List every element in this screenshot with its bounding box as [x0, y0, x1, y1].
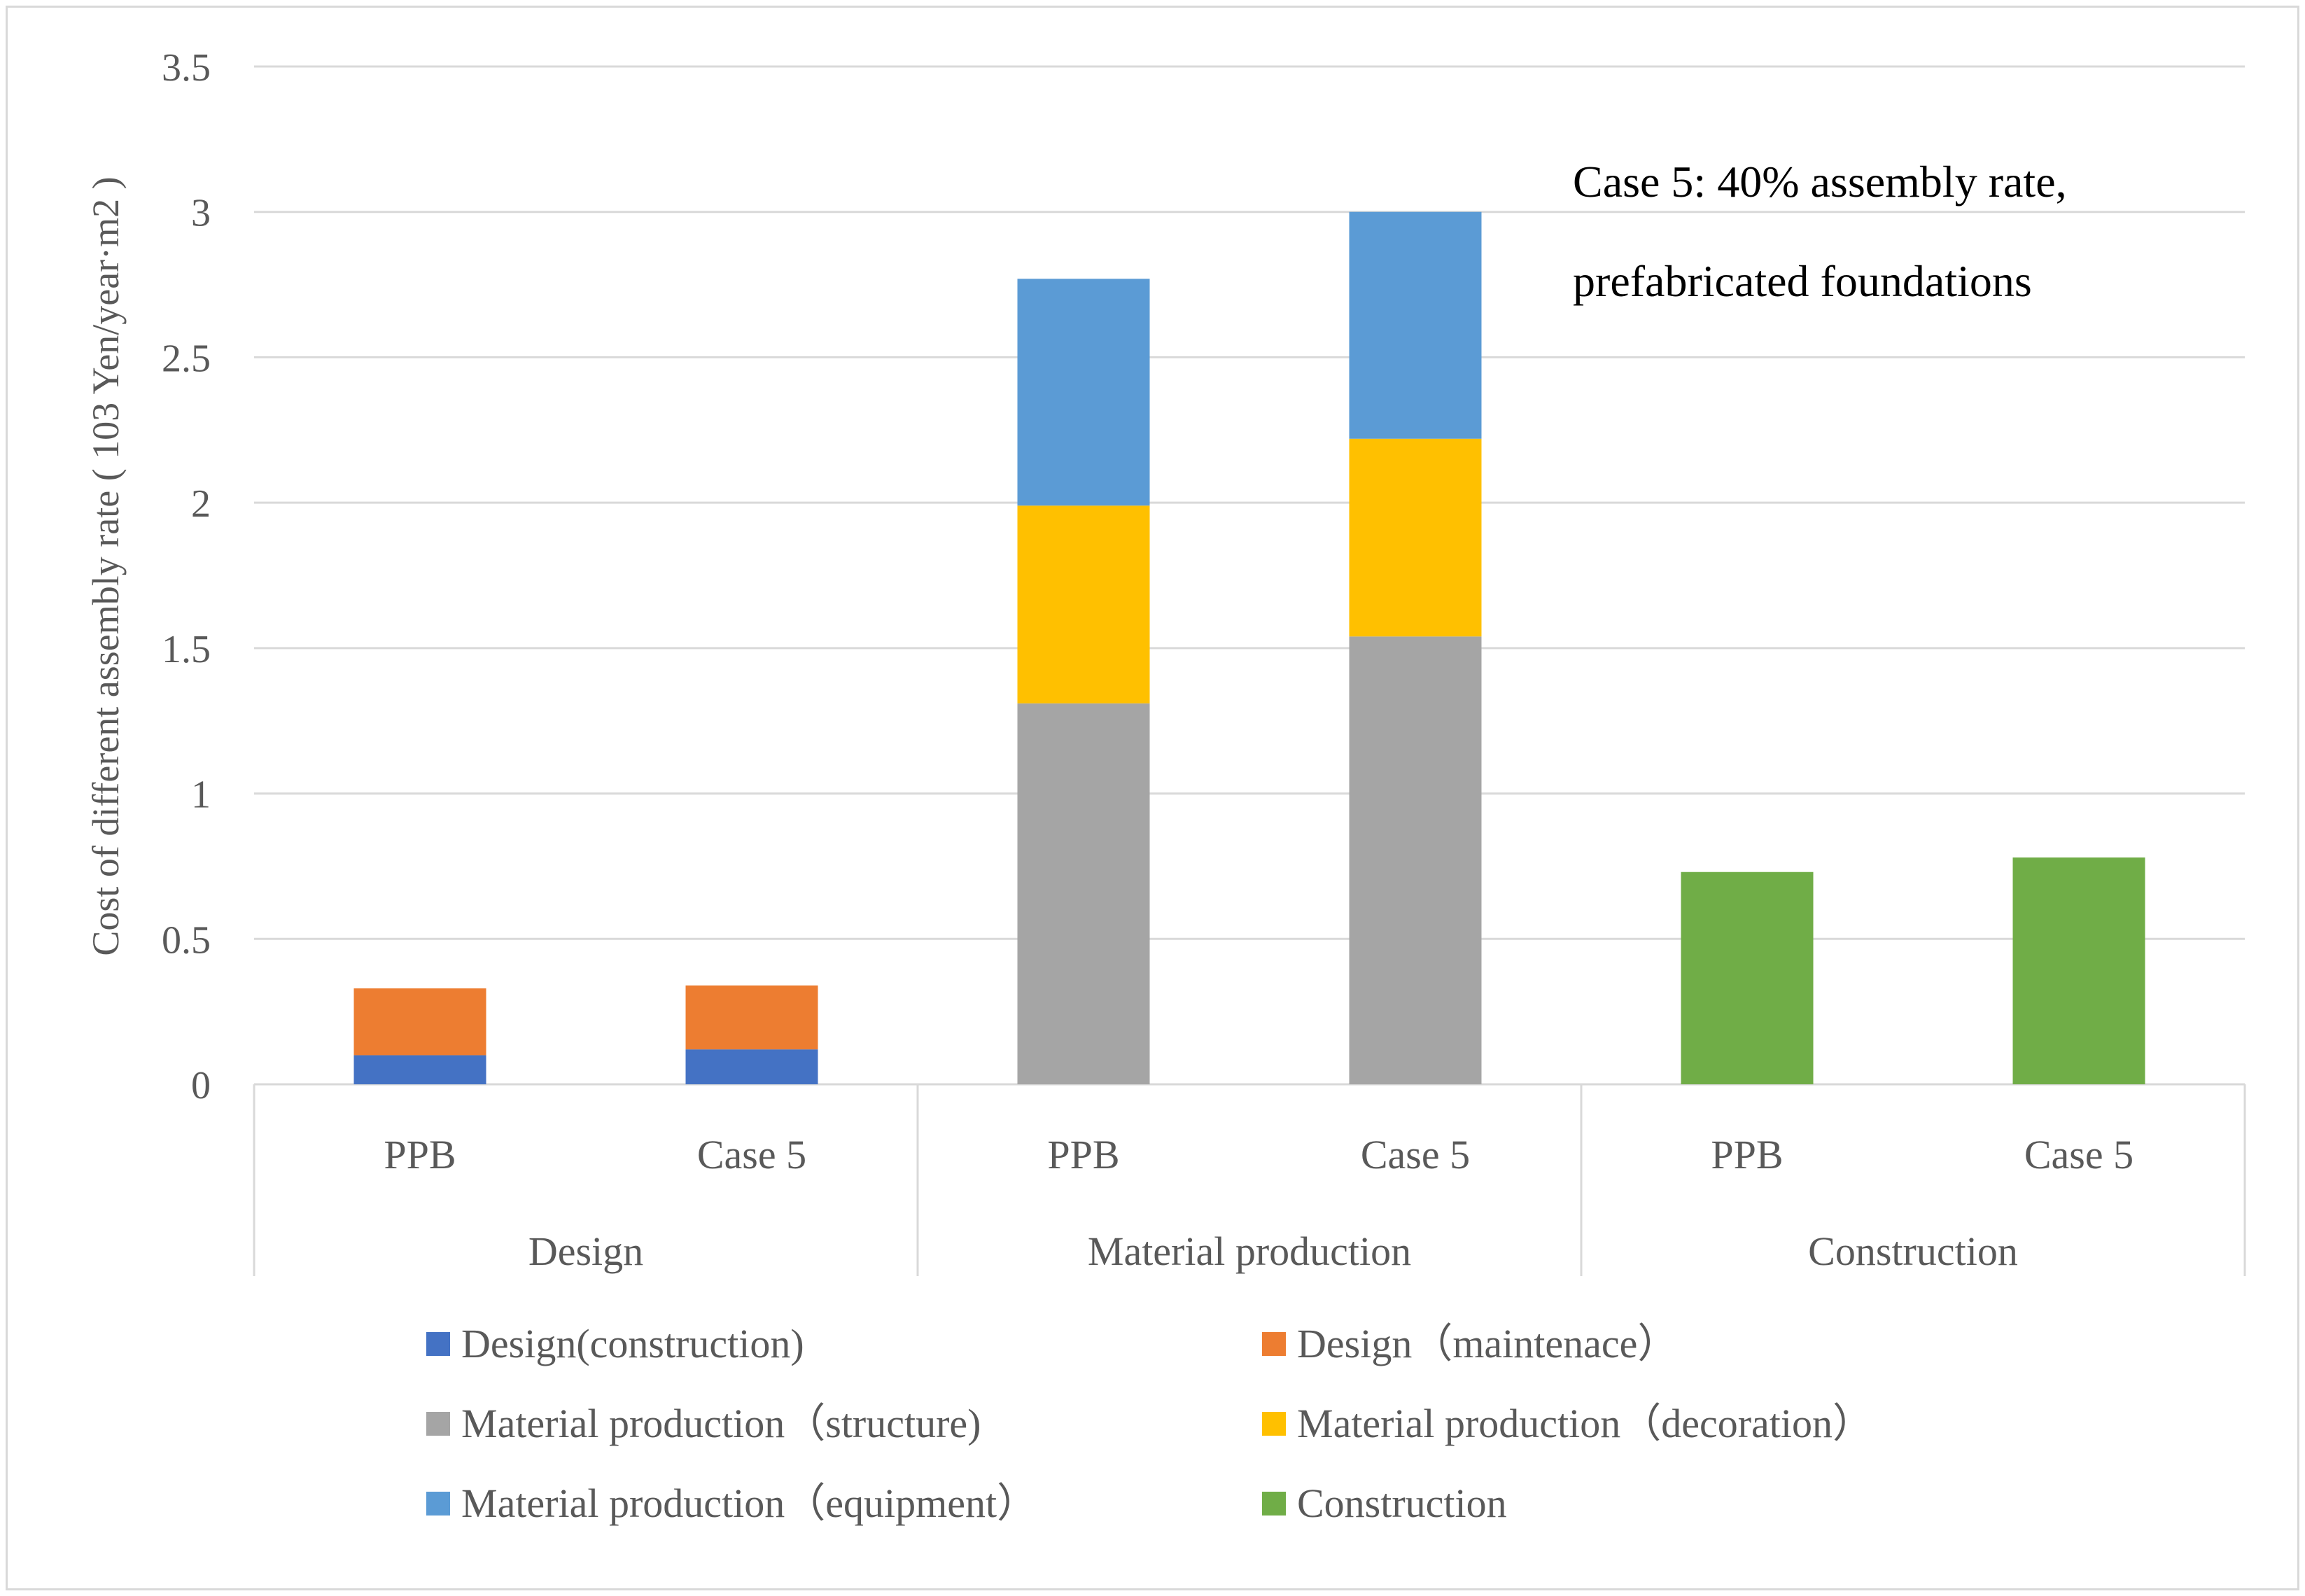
x-category-label: Case 5	[697, 1132, 806, 1177]
bar-segment	[685, 985, 818, 1050]
x-category-label: Case 5	[2024, 1132, 2134, 1177]
annotation-line-1: Case 5: 40% assembly rate,	[1573, 157, 2067, 206]
bar-segment	[1349, 211, 1482, 439]
legend-swatch	[1262, 1332, 1286, 1356]
legend-swatch	[426, 1412, 450, 1436]
stacked-bar-chart: 0 0.5 1 1.5 2 2.5 3 3.5 PPB Case 5 PPB Case 5 PPB Cas…	[85, 46, 2246, 1526]
y-tick-label: 3	[191, 192, 211, 235]
bar-segment	[353, 1055, 486, 1084]
y-tick-label: 0	[191, 1064, 211, 1107]
annotation-line-2: prefabricated foundations	[1573, 256, 2032, 306]
bar-segment	[1349, 636, 1482, 1084]
y-tick-label: 2	[191, 482, 211, 526]
x-category-label: PPB	[384, 1132, 456, 1177]
y-tick-label: 0.5	[162, 918, 211, 962]
legend-label: Material production（equipment）	[461, 1480, 1037, 1526]
legend-label: Design(construction)	[461, 1321, 804, 1366]
case-annotation: Case 5: 40% assembly rate, prefabricated…	[1573, 157, 2067, 306]
legend-label: Material production（structure)	[461, 1401, 981, 1446]
y-tick-label: 1.5	[162, 628, 211, 671]
legend-swatch	[426, 1332, 450, 1356]
bar-segment	[685, 1049, 818, 1084]
legend-label: Design（maintenace）	[1297, 1321, 1678, 1366]
bar-segment	[1017, 505, 1150, 704]
legend-swatch	[1262, 1412, 1286, 1436]
y-tick-label: 2.5	[162, 337, 211, 380]
bar-segment	[1017, 279, 1150, 506]
bars	[353, 211, 2145, 1084]
x-category-label: PPB	[1711, 1132, 1783, 1177]
y-axis-title: Cost of different assembly rate ( 103 Ye…	[85, 176, 127, 955]
y-tick-label: 3.5	[162, 46, 211, 90]
x-category-label: Case 5	[1361, 1132, 1470, 1177]
y-tick-label: 1	[191, 774, 211, 817]
x-category-label: PPB	[1047, 1132, 1119, 1177]
legend-swatch	[426, 1492, 450, 1516]
legend-label: Construction	[1297, 1480, 1507, 1526]
legend: Design(construction) Design（maintenace） Ma…	[426, 1321, 1873, 1526]
bar-segment	[2012, 857, 2145, 1084]
legend-label: Material production（decoration）	[1297, 1401, 1873, 1446]
axes: 0 0.5 1 1.5 2 2.5 3 3.5 PPB Case 5 PPB Case 5 PPB Cas…	[162, 46, 2246, 1276]
bar-segment	[1017, 703, 1150, 1084]
legend-swatch	[1262, 1492, 1286, 1516]
x-group-label: Material production	[1088, 1228, 1411, 1274]
bar-segment	[353, 988, 486, 1056]
bar-segment	[1349, 438, 1482, 637]
bar-segment	[1681, 872, 1814, 1084]
chart-frame: 0 0.5 1 1.5 2 2.5 3 3.5 PPB Case 5 PPB Case 5 PPB Cas…	[6, 6, 2299, 1590]
x-group-label: Construction	[1808, 1228, 2018, 1274]
gridlines	[254, 65, 2245, 1086]
x-group-label: Design	[528, 1228, 643, 1274]
